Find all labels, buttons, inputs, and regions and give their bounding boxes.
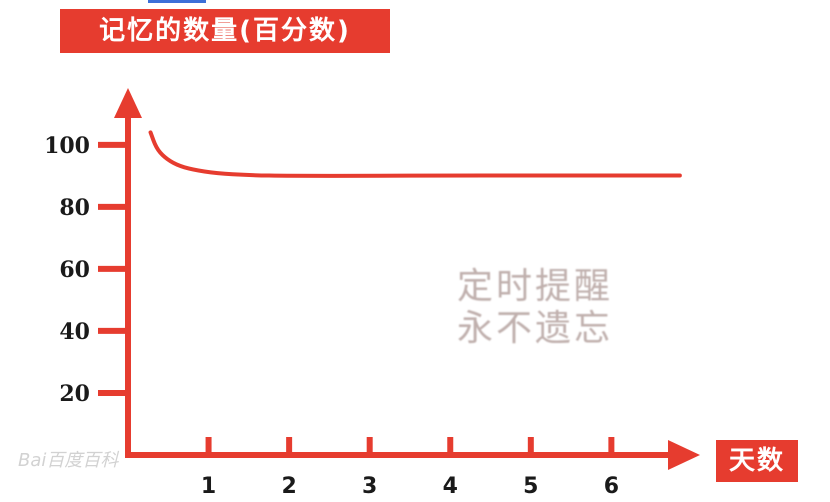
- watermark-logo: Bai百度百科: [18, 450, 119, 471]
- x-tick-label: 4: [443, 474, 458, 499]
- x-tick-label: 5: [523, 474, 538, 499]
- axes-layer: [114, 88, 700, 470]
- ticks-layer: [98, 141, 615, 455]
- annotation-line-2: 永不遗忘: [456, 308, 613, 349]
- chart-title: 记忆的数量(百分数): [60, 9, 390, 53]
- y-tick-label: 60: [59, 257, 90, 283]
- annotation: 定时提醒 永不遗忘: [410, 266, 660, 350]
- x-tick-label: 1: [201, 474, 216, 499]
- x-tick-label: 2: [281, 474, 296, 499]
- y-tick-label: 40: [59, 319, 90, 345]
- retention-curve: [148, 130, 682, 178]
- x-axis-label: 天数: [716, 440, 798, 482]
- annotation-line-1: 定时提醒: [456, 266, 613, 307]
- top-accent-mark: [148, 0, 206, 3]
- x-axis-arrow: [668, 440, 700, 470]
- x-tick-label: 6: [604, 474, 619, 499]
- y-tick-label: 100: [44, 133, 90, 159]
- x-tick-label: 3: [362, 474, 377, 499]
- series-layer: [148, 130, 682, 178]
- y-tick-label: 80: [59, 195, 90, 221]
- y-axis-arrow: [114, 88, 142, 118]
- y-tick-label: 20: [59, 381, 90, 407]
- tick-labels-layer: 20 40 60 80 100 1 2 3 4 5 6: [44, 133, 619, 499]
